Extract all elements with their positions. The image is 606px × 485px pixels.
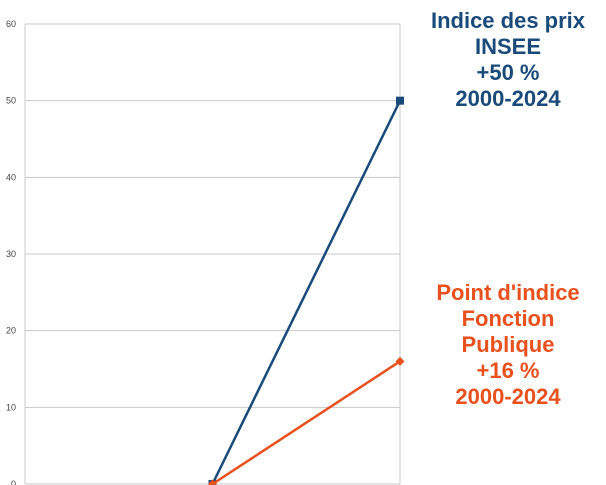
series-1-point-0 — [208, 479, 217, 485]
series-line-1 — [211, 360, 401, 485]
y-axis-tick-labels: 0 10 20 30 40 50 60 — [6, 19, 16, 485]
series-0-label-line-1: INSEE — [474, 33, 542, 59]
series-1-label-line-1: Fonction — [461, 305, 555, 331]
series-label-indice-des-prix: Indice des prix INSEE +50 % 2000-2024 — [412, 8, 604, 112]
series-lines — [208, 96, 405, 485]
y-tick-label-40: 40 — [6, 172, 16, 182]
y-tick-label-10: 10 — [6, 402, 16, 412]
series-1-label-line-4: 2000-2024 — [455, 383, 561, 409]
series-0-point-1 — [396, 96, 404, 105]
y-tick-label-20: 20 — [6, 326, 16, 336]
y-tick-label-30: 30 — [6, 249, 16, 259]
series-line-0 — [211, 100, 402, 485]
y-tick-label-50: 50 — [6, 96, 16, 106]
series-1-label-line-3: +16 % — [476, 357, 540, 383]
grid-lines — [24, 23, 401, 485]
series-0-label-line-0: Indice des prix — [430, 8, 586, 33]
y-tick-label-0: 0 — [11, 479, 16, 485]
series-0-label-line-3: 2000-2024 — [455, 85, 561, 111]
series-1-label-line-2: Publique — [461, 331, 555, 357]
series-0-label-line-2: +50 % — [476, 59, 540, 85]
series-1-point-1 — [395, 356, 405, 366]
y-tick-label-60: 60 — [6, 19, 16, 29]
series-label-point-d-indice: Point d'indice Fonction Publique +16 % 2000-… — [412, 280, 604, 410]
series-1-label-line-0: Point d'indice — [436, 280, 580, 305]
